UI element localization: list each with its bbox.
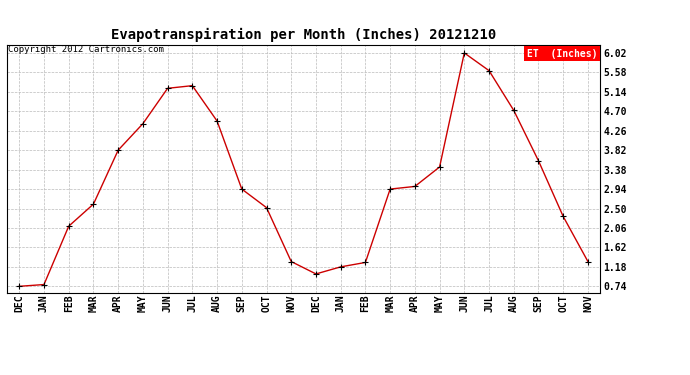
Title: Evapotranspiration per Month (Inches) 20121210: Evapotranspiration per Month (Inches) 20… [111,28,496,42]
Text: Copyright 2012 Cartronics.com: Copyright 2012 Cartronics.com [8,45,164,54]
Text: ET  (Inches): ET (Inches) [527,49,598,59]
